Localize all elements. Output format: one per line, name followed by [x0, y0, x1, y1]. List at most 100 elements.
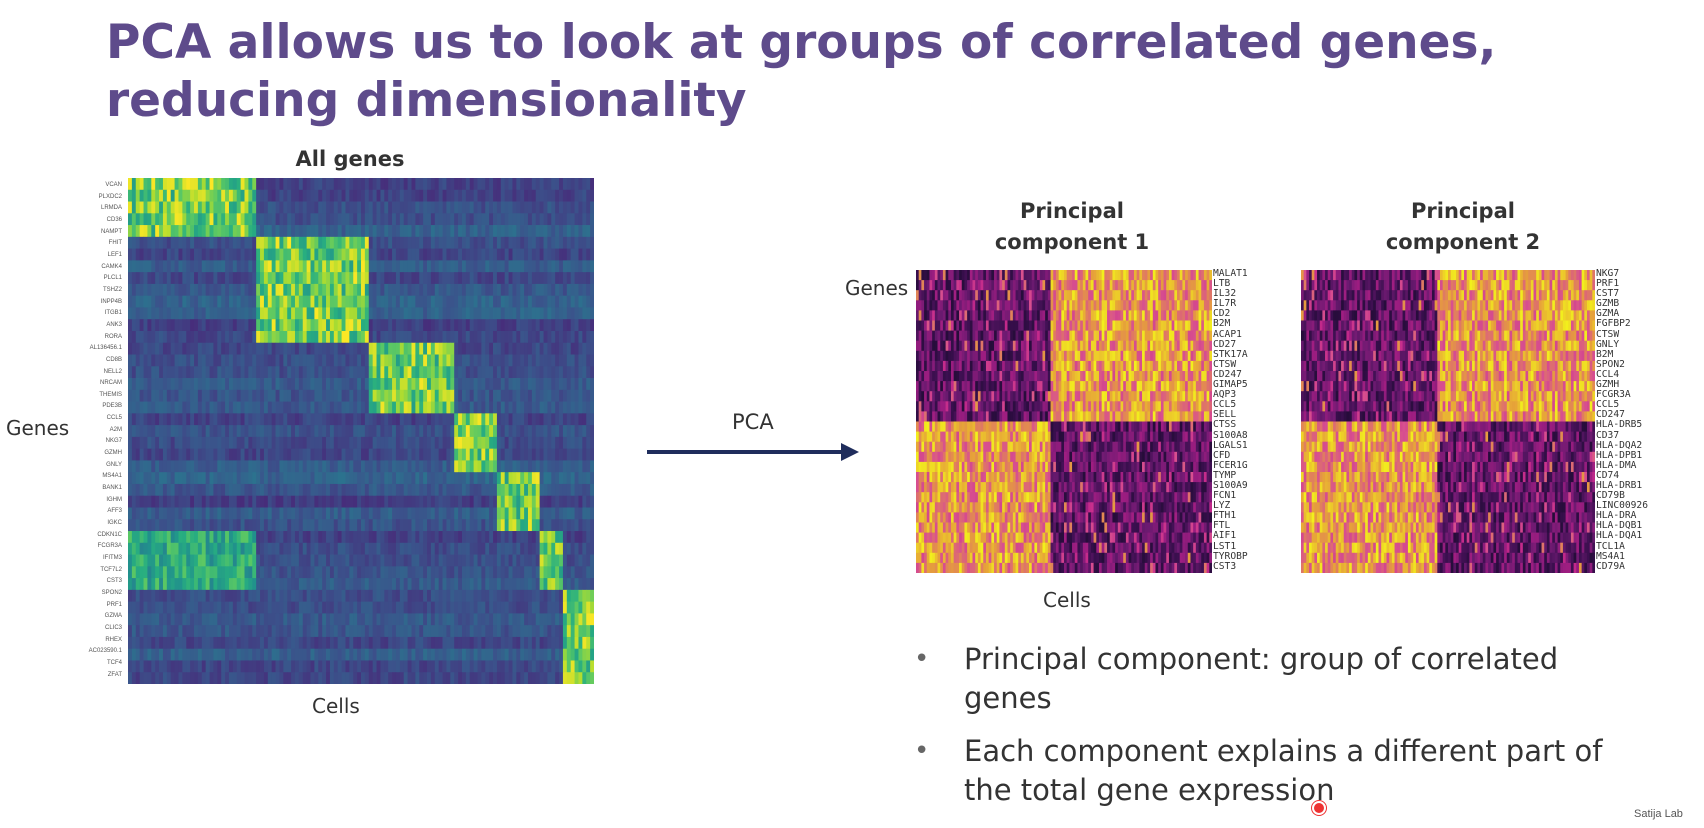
heatmap-cell	[547, 342, 552, 355]
heatmap-cell	[555, 448, 560, 461]
heatmap-cell	[166, 554, 172, 567]
heatmap-cell	[438, 483, 443, 497]
heatmap-cell	[275, 589, 280, 603]
heatmap-cell	[221, 260, 226, 273]
heatmap-cell	[562, 519, 568, 532]
heatmap-cell	[481, 566, 486, 579]
heatmap-cell	[182, 472, 187, 485]
heatmap-cell	[279, 472, 284, 485]
heatmap-cell	[361, 260, 366, 273]
heatmap-cell	[438, 272, 443, 285]
heatmap-cell	[128, 625, 133, 638]
heatmap-cell	[306, 225, 311, 238]
heatmap-cell	[326, 625, 331, 638]
heatmap-cell	[384, 648, 389, 661]
heatmap-cell	[473, 295, 478, 308]
heatmap-cell	[279, 330, 284, 344]
heatmap-cell	[469, 401, 475, 414]
heatmap-cell	[430, 225, 436, 238]
heatmap-cell	[574, 648, 579, 661]
heatmap-cell	[128, 354, 133, 367]
heatmap-cell	[197, 330, 203, 344]
heatmap-cell	[535, 272, 541, 285]
heatmap-cell	[395, 189, 401, 202]
heatmap-cell	[205, 236, 210, 250]
heatmap-cell	[461, 519, 467, 532]
heatmap-cell	[566, 307, 572, 320]
heatmap-cell	[520, 472, 525, 485]
heatmap-cell	[465, 636, 471, 650]
heatmap-cell	[310, 495, 315, 508]
heatmap-cell	[427, 531, 432, 544]
heatmap-cell	[535, 507, 541, 520]
heatmap-cell	[143, 436, 148, 450]
heatmap-cell	[372, 236, 377, 250]
heatmap-cell	[287, 330, 292, 344]
heatmap-cell	[578, 283, 583, 297]
heatmap-cell	[496, 283, 502, 297]
heatmap-cell	[263, 519, 269, 532]
heatmap-cell	[419, 436, 424, 450]
heatmap-cell	[504, 213, 509, 226]
heatmap-cell	[411, 554, 416, 567]
heatmap-cell	[341, 601, 346, 614]
heatmap-cell	[240, 425, 245, 438]
heatmap-cell	[392, 283, 397, 297]
heatmap-cell	[333, 354, 339, 367]
heatmap-cell	[256, 472, 261, 485]
heatmap-cell	[481, 578, 486, 591]
heatmap-cell	[353, 460, 358, 473]
heatmap-cell	[345, 213, 350, 226]
heatmap-cell	[197, 366, 203, 379]
heatmap-cell	[477, 389, 482, 402]
heatmap-cell	[384, 307, 389, 320]
heatmap-cell	[333, 483, 339, 497]
heatmap-cell	[469, 425, 475, 438]
heatmap-cell	[186, 401, 191, 414]
heatmap-cell	[283, 366, 288, 379]
heatmap-cell	[314, 554, 319, 567]
heatmap-cell	[139, 483, 144, 497]
heatmap-cell	[395, 283, 401, 297]
heatmap-cell	[531, 436, 537, 450]
heatmap-cell	[174, 283, 179, 297]
heatmap-cell	[415, 413, 420, 426]
heatmap-cell	[186, 589, 191, 603]
heatmap-cell	[357, 213, 362, 226]
heatmap-cell	[256, 189, 261, 202]
heatmap-cell	[423, 213, 428, 226]
heatmap-cell	[384, 531, 389, 544]
heatmap-cell	[531, 342, 537, 355]
heatmap-cell	[465, 542, 471, 555]
heatmap-cell	[473, 330, 478, 344]
heatmap-cell	[357, 366, 362, 379]
heatmap-cell	[209, 272, 214, 285]
heatmap-cell	[430, 342, 436, 355]
heatmap-cell	[434, 201, 440, 214]
heatmap-cell	[481, 436, 486, 450]
heatmap-cell	[566, 248, 572, 261]
heatmap-cell	[256, 330, 261, 344]
heatmap-cell	[256, 554, 261, 567]
heatmap-cell	[143, 601, 148, 614]
heatmap-cell	[337, 636, 342, 650]
heatmap-cell	[578, 248, 583, 261]
heatmap-cell	[209, 307, 214, 320]
gene-label: GZMH	[104, 450, 122, 457]
heatmap-cell	[559, 483, 564, 497]
heatmap-cell	[166, 354, 172, 367]
heatmap-cell	[372, 401, 377, 414]
heatmap-cell	[570, 648, 575, 661]
heatmap-cell	[578, 295, 583, 308]
heatmap-cell	[329, 613, 335, 626]
heatmap-cell	[559, 589, 564, 603]
heatmap-cell	[493, 342, 498, 355]
heatmap-cell	[570, 389, 575, 402]
heatmap-cell	[248, 542, 253, 555]
heatmap-cell	[291, 307, 296, 320]
heatmap-cell	[201, 566, 207, 579]
heatmap-cell	[139, 201, 144, 214]
heatmap-cell	[147, 213, 152, 226]
heatmap-cell	[380, 589, 385, 603]
heatmap-cell	[520, 378, 525, 391]
